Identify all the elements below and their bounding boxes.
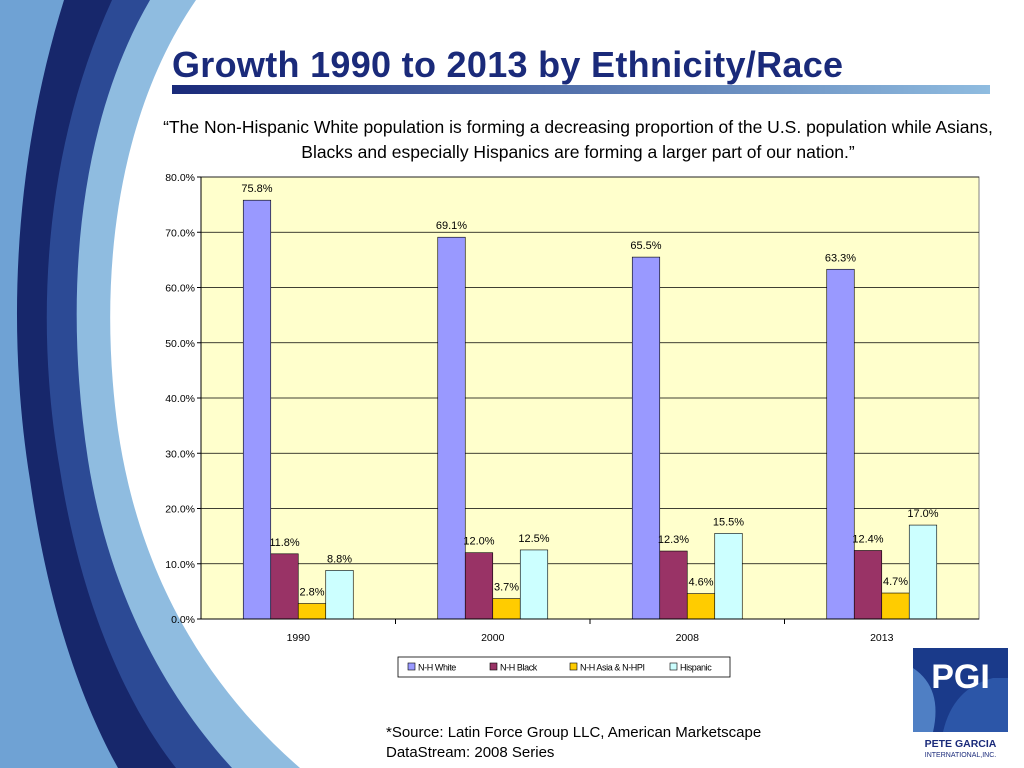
- bar-n-h-black: [270, 553, 299, 620]
- x-tick-label: 2008: [676, 632, 700, 644]
- bar-n-h-white: [826, 268, 855, 620]
- data-label: 2.8%: [299, 587, 324, 599]
- y-tick-label: 30.0%: [165, 448, 195, 460]
- bar-n-h-black: [464, 552, 494, 620]
- data-label: 65.5%: [630, 240, 661, 252]
- data-label: 4.7%: [883, 576, 908, 588]
- bar-n-h-asia-n-hpi: [297, 603, 327, 620]
- data-label: 12.5%: [518, 533, 549, 545]
- y-tick-label: 80.0%: [165, 172, 195, 184]
- data-label: 4.6%: [688, 577, 713, 589]
- bar-n-h-asia-n-hpi: [492, 598, 521, 620]
- bar-n-h-white: [631, 256, 661, 620]
- data-label: 8.8%: [327, 553, 352, 565]
- legend-swatch: [669, 662, 678, 671]
- source-note: *Source: Latin Force Group LLC, American…: [386, 723, 761, 763]
- bar-hispanic: [714, 533, 743, 620]
- y-tick-label: 40.0%: [165, 393, 195, 405]
- source-line-2: DataStream: 2008 Series: [386, 744, 555, 761]
- bar-hispanic: [519, 549, 549, 620]
- y-tick-label: 60.0%: [165, 283, 195, 295]
- legend-label: N-H Black: [500, 663, 538, 673]
- legend-swatch: [569, 662, 578, 671]
- data-label: 12.0%: [463, 536, 494, 548]
- data-label: 75.8%: [241, 183, 272, 195]
- data-label: 69.1%: [436, 220, 467, 232]
- slide-title: Growth 1990 to 2013 by Ethnicity/Race: [172, 44, 844, 85]
- data-label: 12.4%: [852, 533, 883, 545]
- bar-hispanic: [908, 524, 938, 620]
- y-tick-label: 70.0%: [165, 227, 195, 239]
- legend-swatch: [489, 662, 498, 671]
- x-tick-label: 2013: [870, 632, 894, 644]
- data-label: 17.0%: [907, 508, 938, 520]
- svg-text:PETE GARCIA: PETE GARCIA: [925, 738, 997, 750]
- bar-n-h-asia-n-hpi: [686, 593, 716, 620]
- svg-text:PGI: PGI: [931, 658, 990, 696]
- pgi-logo: PGI PETE GARCIA INTERNATIONAL,INC.: [913, 648, 1008, 759]
- source-line-1: *Source: Latin Force Group LLC, American…: [386, 724, 762, 741]
- slide-quote: “The Non-Hispanic White population is fo…: [163, 117, 993, 162]
- data-label: 12.3%: [658, 534, 689, 546]
- bar-n-h-black: [659, 550, 688, 620]
- legend-box: [397, 656, 731, 678]
- data-label: 63.3%: [825, 252, 856, 264]
- y-tick-label: 50.0%: [165, 338, 195, 350]
- bar-n-h-asia-n-hpi: [881, 592, 910, 620]
- bar-n-h-black: [853, 550, 883, 620]
- legend: N-H White N-H Black N-H Asia & N-HPI Hispan…: [397, 656, 731, 678]
- title-underline: [172, 85, 990, 94]
- data-label: 15.5%: [713, 516, 744, 528]
- legend-label: N-H Asia & N-HPI: [580, 663, 645, 673]
- y-tick-label: 20.0%: [165, 504, 195, 516]
- x-tick-label: 2000: [481, 632, 505, 644]
- data-label: 11.8%: [269, 537, 300, 549]
- legend-label: Hispanic: [680, 663, 712, 673]
- bar-n-h-white: [437, 236, 466, 620]
- legend-label: N-H White: [418, 663, 456, 673]
- data-label: 3.7%: [494, 582, 519, 594]
- bar-hispanic: [325, 570, 354, 620]
- bar-n-h-white: [242, 199, 272, 620]
- y-tick-label: 10.0%: [165, 559, 195, 571]
- svg-text:INTERNATIONAL,INC.: INTERNATIONAL,INC.: [925, 752, 996, 759]
- x-tick-label: 1990: [287, 632, 311, 644]
- y-tick-label: 0.0%: [171, 614, 195, 626]
- legend-swatch: [407, 662, 416, 671]
- bar-chart: 0.0% 10.0% 20.0% 30.0% 40.0% 50.0% 60.0% 70.0% 8…: [165, 172, 980, 678]
